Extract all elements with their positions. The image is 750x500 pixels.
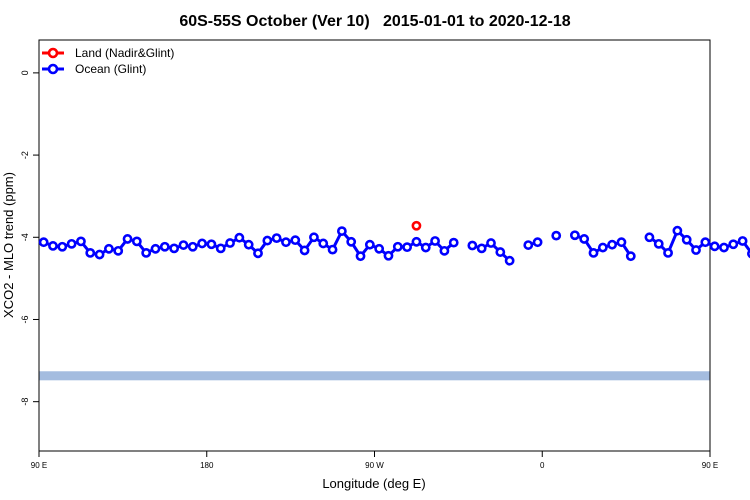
- data-point: [299, 245, 310, 256]
- y-axis-label: XCO2 - MLO trend (ppm): [1, 172, 16, 318]
- y-tick-label: -2: [20, 151, 30, 159]
- y-tick-label: -6: [20, 315, 30, 323]
- series-1: [38, 225, 750, 266]
- x-tick-label: 90 E: [31, 461, 47, 470]
- data-point: [495, 247, 506, 257]
- data-point: [309, 232, 319, 243]
- legend-label: Ocean (Glint): [75, 62, 146, 76]
- data-point: [737, 236, 748, 246]
- data-point: [691, 245, 701, 255]
- data-point: [281, 237, 291, 248]
- data-point: [597, 242, 608, 253]
- data-point: [672, 225, 683, 236]
- data-point: [113, 245, 124, 256]
- data-point: [392, 241, 403, 252]
- data-point: [364, 239, 375, 250]
- data-point: [234, 232, 245, 243]
- data-point: [523, 240, 534, 250]
- data-point: [411, 220, 422, 231]
- data-point: [644, 232, 655, 243]
- data-point: [383, 250, 394, 261]
- data-point: [122, 234, 133, 244]
- data-point: [206, 239, 217, 250]
- data-point: [57, 241, 68, 252]
- data-point: [467, 240, 478, 251]
- data-point: [38, 237, 49, 248]
- data-point: [131, 236, 142, 247]
- data-point: [700, 237, 711, 248]
- legend-marker: [47, 63, 59, 75]
- data-point: [318, 238, 329, 249]
- data-point: [402, 242, 413, 253]
- data-point: [336, 226, 347, 237]
- data-point: [709, 241, 720, 252]
- data-point: [187, 241, 198, 252]
- x-tick-label: 90 W: [365, 461, 384, 470]
- data-point: [94, 249, 105, 260]
- x-axis-label: Longitude (deg E): [322, 476, 425, 491]
- plot-area: 90 E 180 90 W 0 90 E 0 -2 -4 -6 -8: [20, 39, 750, 470]
- data-point: [271, 233, 282, 244]
- data-point: [430, 236, 440, 246]
- data-point: [663, 247, 673, 258]
- data-point: [448, 237, 459, 248]
- data-point: [85, 247, 96, 258]
- data-point: [476, 243, 487, 254]
- data-point: [178, 240, 189, 250]
- data-point: [290, 235, 301, 246]
- data-point: [607, 239, 618, 250]
- data-point: [420, 242, 431, 253]
- data-point: [439, 245, 450, 256]
- data-point: [374, 243, 385, 254]
- x-tick-label: 180: [200, 461, 214, 470]
- reference-band: [39, 371, 710, 381]
- y-tick-label: 0: [20, 70, 30, 75]
- data-point: [76, 236, 86, 247]
- data-point: [569, 230, 580, 241]
- series-0: [411, 220, 422, 231]
- data-point: [616, 237, 627, 248]
- data-point: [588, 247, 599, 258]
- data-point: [551, 230, 562, 241]
- legend-label: Land (Nadir&Glint): [75, 46, 174, 60]
- data-point: [728, 239, 739, 250]
- data-point: [653, 238, 664, 249]
- y-tick-label: -4: [20, 233, 30, 241]
- data-point: [355, 251, 366, 262]
- data-point: [243, 239, 254, 250]
- data-point: [141, 247, 152, 258]
- data-point: [150, 243, 161, 254]
- data-point: [262, 235, 273, 246]
- data-point: [625, 251, 636, 262]
- data-point: [579, 234, 590, 244]
- data-point: [681, 234, 692, 245]
- data-point: [486, 238, 496, 248]
- data-point: [411, 236, 422, 247]
- data-point: [103, 243, 114, 254]
- legend: Land (Nadir&Glint) Ocean (Glint): [42, 46, 174, 76]
- data-point: [197, 238, 207, 249]
- data-point: [66, 238, 77, 249]
- data-point: [169, 243, 180, 254]
- data-point: [346, 236, 357, 247]
- data-point: [719, 242, 729, 253]
- legend-marker: [47, 47, 59, 59]
- data-point: [532, 237, 543, 248]
- y-tick-label: -8: [20, 398, 30, 406]
- data-point: [253, 248, 263, 259]
- data-point: [48, 241, 58, 251]
- data-point: [225, 238, 235, 248]
- data-point: [327, 244, 338, 255]
- data-point: [504, 255, 515, 266]
- x-tick-label: 0: [540, 461, 545, 470]
- x-tick-label: 90 E: [702, 461, 718, 470]
- data-point: [159, 241, 170, 252]
- chart-title: 60S-55S October (Ver 10) 2015-01-01 to 2…: [179, 13, 570, 30]
- data-point: [215, 243, 226, 254]
